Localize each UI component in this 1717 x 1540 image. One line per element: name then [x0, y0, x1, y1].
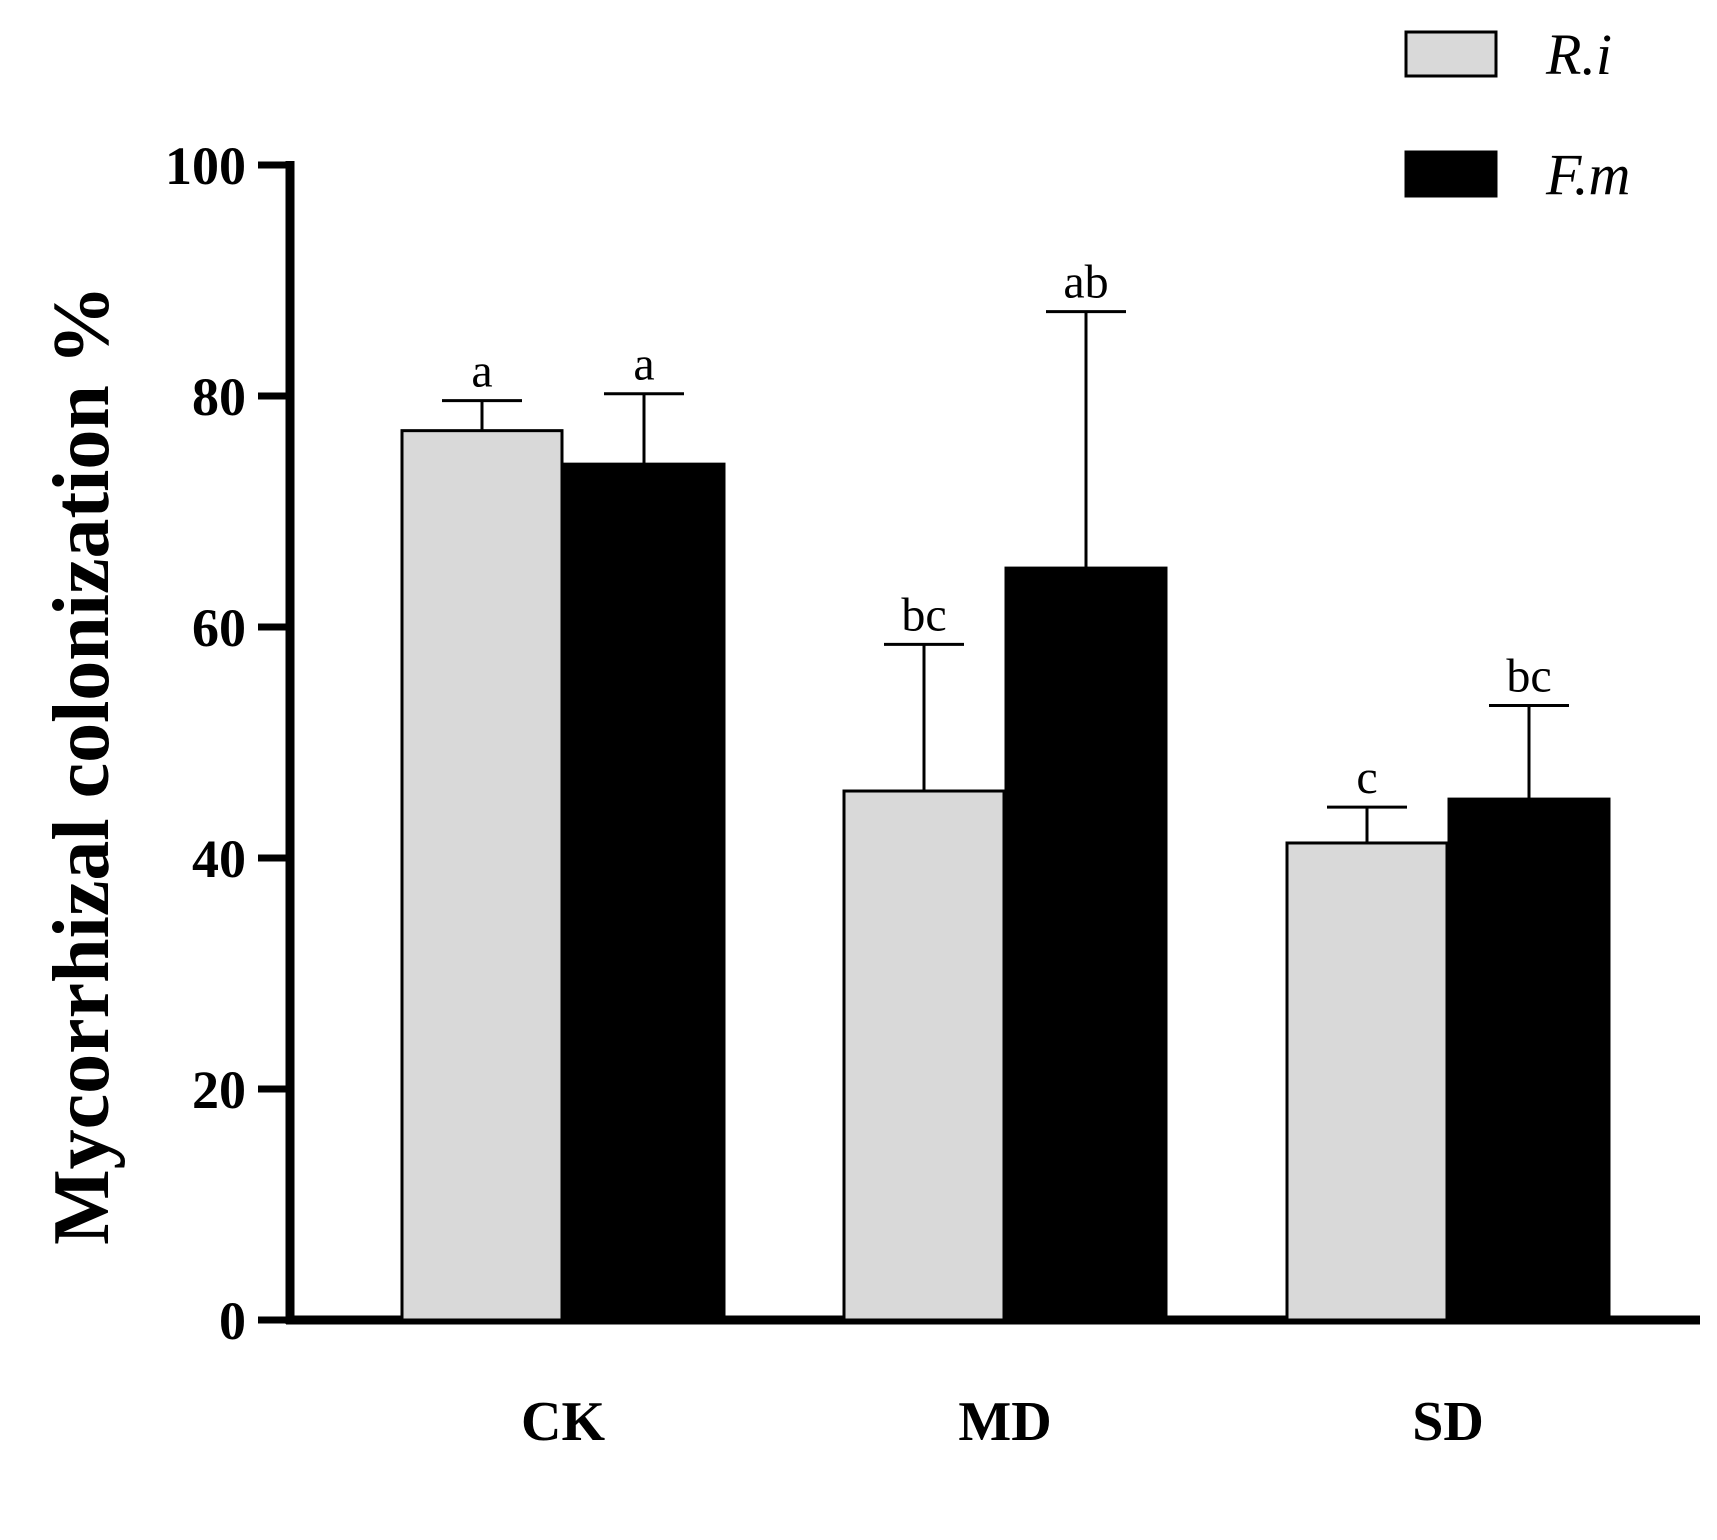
- significance-letter: a: [633, 338, 654, 391]
- x-category-label: MD: [958, 1391, 1051, 1453]
- significance-letter: c: [1356, 751, 1377, 804]
- y-tick-label: 20: [192, 1060, 246, 1120]
- legend-label: F.m: [1545, 142, 1630, 207]
- significance-letter: bc: [1506, 650, 1551, 703]
- significance-letter: a: [471, 345, 492, 398]
- y-tick-label: 80: [192, 367, 246, 427]
- legend-label: R.i: [1545, 22, 1612, 87]
- y-tick-label: 100: [165, 136, 246, 196]
- y-tick-label: 40: [192, 829, 246, 889]
- bar-ck-ri: [400, 429, 564, 1322]
- significance-letter: bc: [901, 588, 946, 641]
- legend-swatch: [1404, 150, 1498, 198]
- bar-md-fm: [1004, 566, 1168, 1322]
- y-ticks: 0 20 40 60 80 100: [165, 136, 290, 1351]
- bar-sd-fm: [1447, 797, 1611, 1322]
- legend: R.i F.m: [1404, 22, 1630, 207]
- x-category-label: SD: [1412, 1391, 1484, 1453]
- y-tick-label: 60: [192, 598, 246, 658]
- legend-swatch: [1404, 30, 1498, 78]
- category-labels: CK MD SD: [521, 1391, 1484, 1453]
- y-tick-label: 0: [219, 1291, 246, 1351]
- bar-md-ri: [842, 789, 1006, 1322]
- significance-letter: ab: [1063, 256, 1108, 309]
- x-category-label: CK: [521, 1391, 605, 1453]
- y-axis-label: Mycorrhizal colonization %: [38, 285, 126, 1245]
- error-bars: [442, 310, 1569, 843]
- bar-sd-ri: [1285, 841, 1449, 1322]
- bars: [400, 429, 1611, 1322]
- bar-ck-fm: [562, 462, 726, 1322]
